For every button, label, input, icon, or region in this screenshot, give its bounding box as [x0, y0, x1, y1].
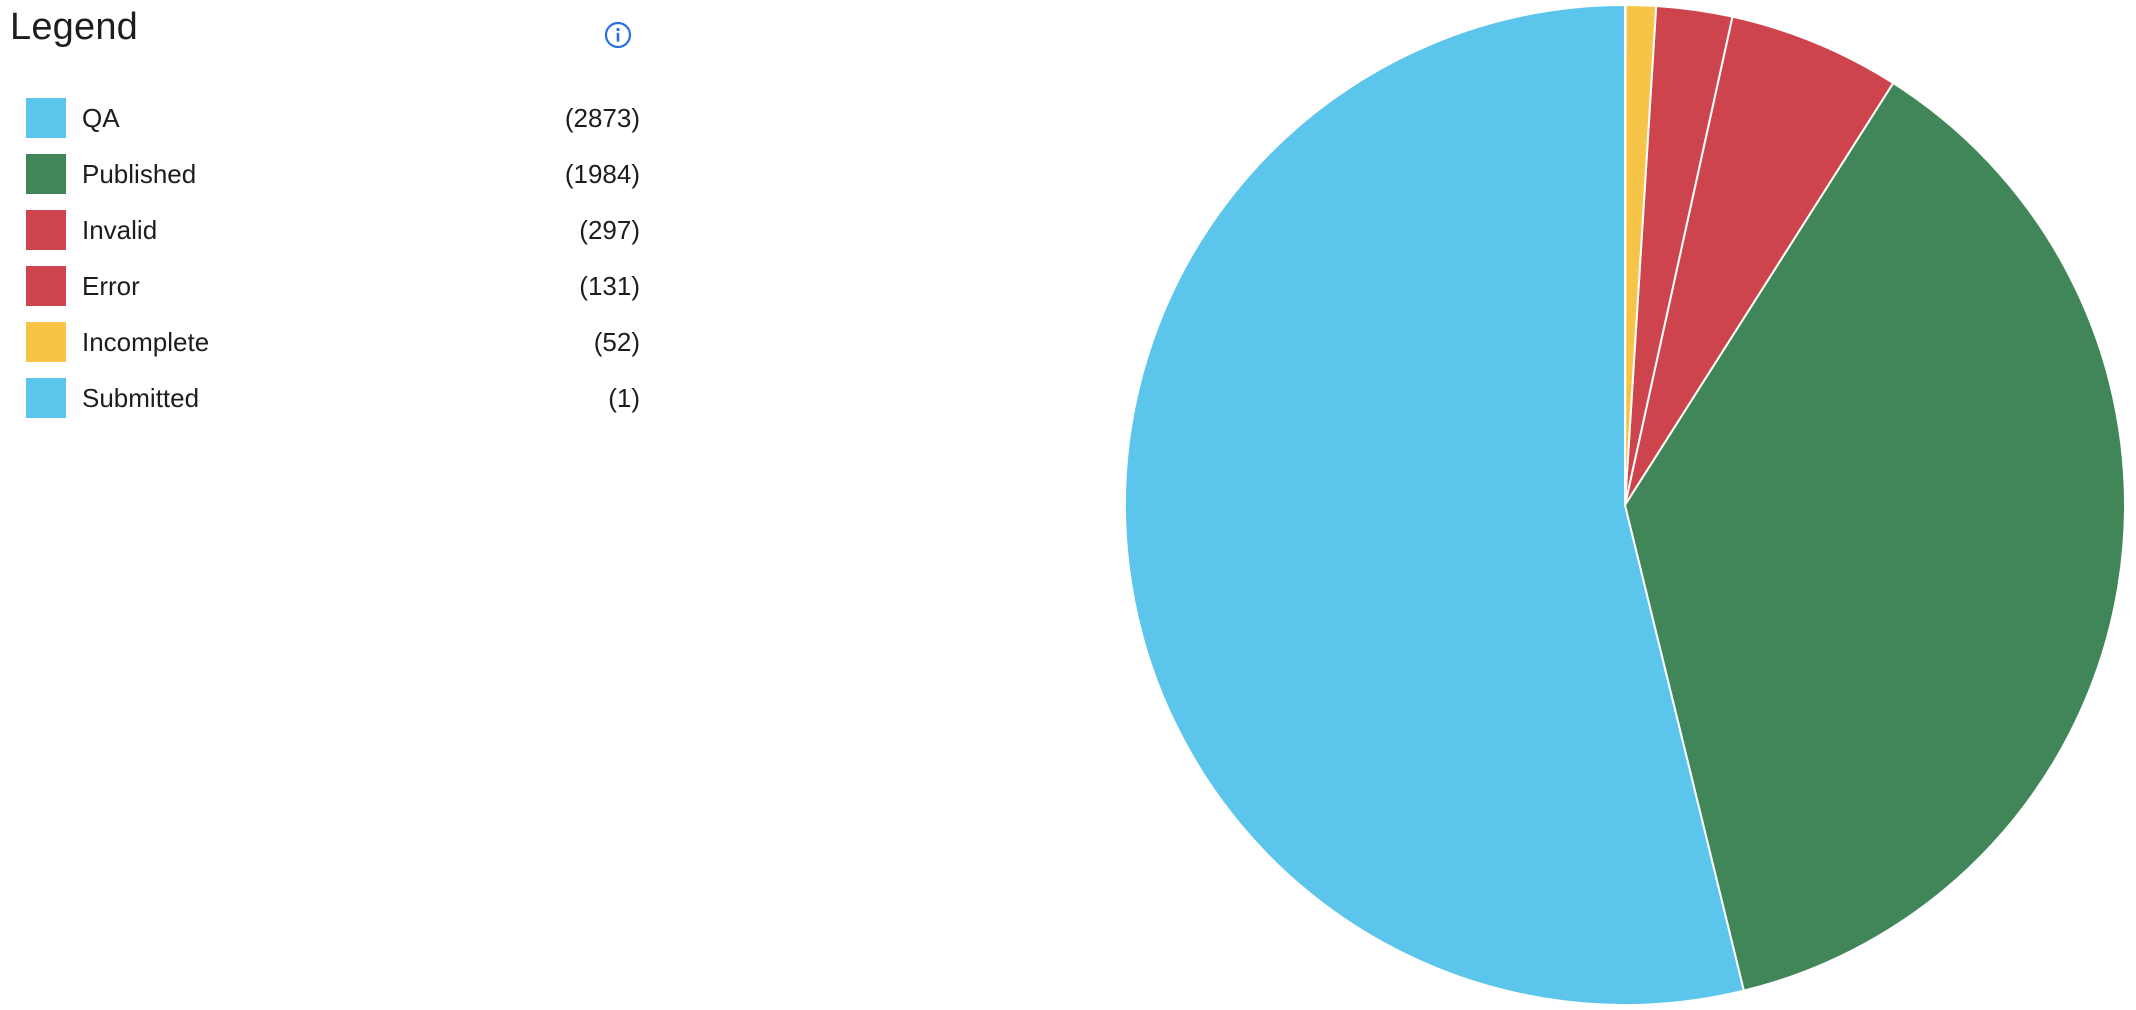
legend-count: (1984)	[564, 158, 640, 189]
legend-label: Invalid	[82, 214, 158, 245]
legend-label: Incomplete	[82, 326, 210, 357]
pie-slice-submitted[interactable]	[1624, 3, 1627, 506]
legend-item-incomplete[interactable]: Incomplete (52)	[26, 314, 640, 370]
info-circle-icon[interactable]	[603, 20, 633, 50]
legend-count: (1)	[608, 382, 640, 413]
legend-item-invalid[interactable]: Invalid (297)	[26, 202, 640, 258]
legend-item-error[interactable]: Error (131)	[26, 258, 640, 314]
legend-swatch	[26, 154, 66, 194]
legend-swatch	[26, 98, 66, 138]
legend-swatch	[26, 378, 66, 418]
legend-list: QA (2873) Published (1984) Invalid (297) Error…	[26, 90, 640, 426]
pie-slice-qa[interactable]	[1124, 4, 1745, 1006]
legend-label: Submitted	[82, 382, 200, 413]
pie-slice-invalid[interactable]	[1624, 15, 1895, 506]
pie-chart	[1124, 3, 2126, 1006]
legend-label: Error	[82, 270, 140, 301]
legend-item-published[interactable]: Published (1984)	[26, 146, 640, 202]
legend-count: (52)	[593, 326, 640, 357]
legend-count: (297)	[579, 214, 640, 245]
legend-item-qa[interactable]: QA (2873)	[26, 90, 640, 146]
legend-swatch	[26, 266, 66, 306]
legend-swatch	[26, 322, 66, 362]
legend-count: (2873)	[564, 102, 640, 133]
legend-count: (131)	[579, 270, 640, 301]
pie-chart-area	[1100, 0, 2136, 1010]
legend-swatch	[26, 210, 66, 250]
legend-label: Published	[82, 158, 197, 189]
legend-title: Legend	[10, 6, 139, 48]
legend-item-submitted[interactable]: Submitted (1)	[26, 370, 640, 426]
legend-label: QA	[82, 102, 120, 133]
